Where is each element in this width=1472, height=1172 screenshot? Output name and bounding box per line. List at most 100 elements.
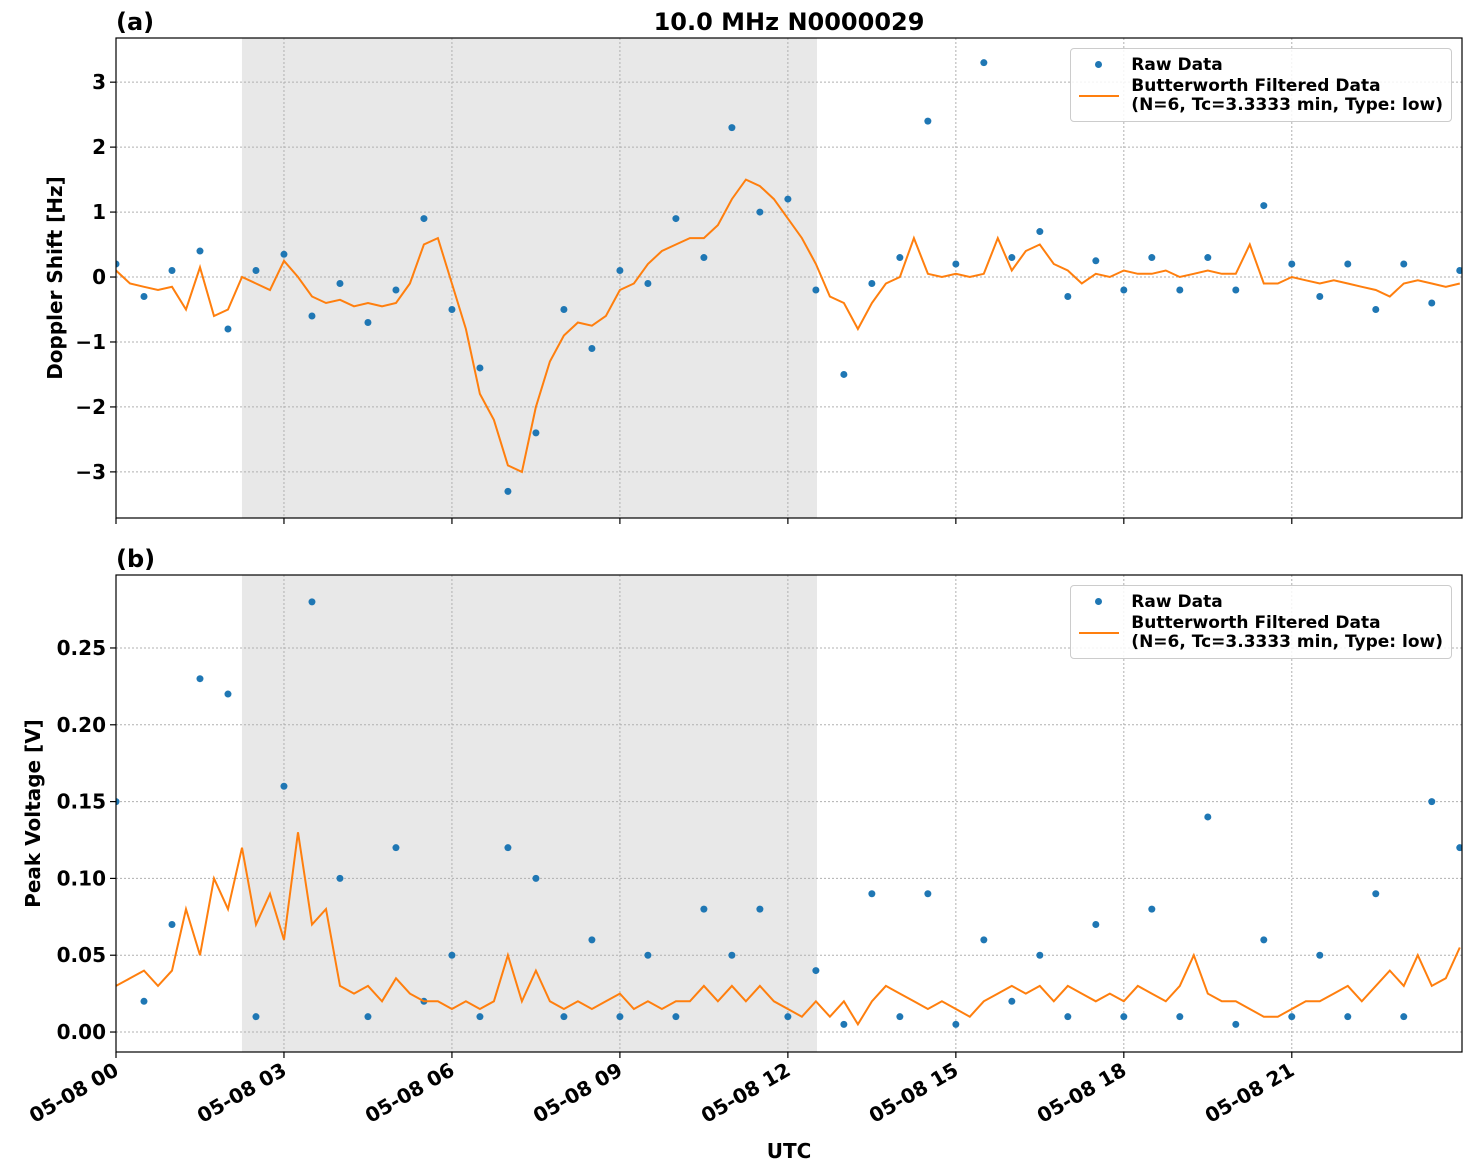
raw-point — [1288, 260, 1296, 268]
legend-entry: Raw Data — [1079, 592, 1443, 612]
raw-point — [1456, 844, 1462, 852]
raw-point — [672, 215, 680, 223]
raw-point — [616, 267, 624, 275]
x-tick-label: 05-08 00 — [25, 1058, 123, 1128]
panel-label: (b) — [116, 545, 155, 573]
raw-point — [1344, 1013, 1352, 1021]
legend: Raw Data Butterworth Filtered Data (N=6, … — [1070, 48, 1452, 122]
raw-point — [1064, 293, 1072, 301]
raw-point — [1204, 813, 1212, 821]
y-tick-label: 0.00 — [57, 1020, 106, 1044]
y-tick-label: 3 — [92, 70, 106, 94]
shaded-span — [241, 575, 817, 1052]
shaded-span — [241, 38, 817, 518]
x-tick-label: 05-08 06 — [361, 1058, 459, 1128]
raw-point — [1400, 260, 1408, 268]
raw-point — [840, 1020, 848, 1028]
raw-point — [672, 1013, 680, 1021]
y-tick-label: 0.15 — [57, 790, 106, 814]
raw-point — [364, 318, 372, 326]
raw-point — [840, 370, 848, 378]
raw-point — [168, 267, 176, 275]
raw-point — [700, 905, 708, 913]
raw-point — [532, 429, 540, 437]
legend-label: Butterworth Filtered Data (N=6, Tc=3.333… — [1131, 76, 1443, 115]
raw-point — [1428, 299, 1436, 307]
raw-point — [140, 293, 148, 301]
raw-point — [560, 306, 568, 314]
raw-point — [1036, 951, 1044, 959]
x-tick-label: 05-08 09 — [529, 1058, 627, 1128]
axes-frame — [115, 37, 1463, 519]
raw-point — [644, 951, 652, 959]
chart-title: 10.0 MHz N0000029 — [654, 8, 925, 36]
raw-point — [1148, 905, 1156, 913]
raw-point — [756, 208, 764, 216]
raw-point — [1288, 1013, 1296, 1021]
y-tick-label: 1 — [92, 200, 106, 224]
raw-point — [812, 286, 820, 294]
raw-point — [224, 690, 232, 698]
raw-point — [756, 905, 764, 913]
raw-point — [1064, 1013, 1072, 1021]
filtered-line — [116, 832, 1461, 1027]
raw-point — [700, 254, 708, 262]
raw-point — [644, 280, 652, 288]
y-axis-label: Peak Voltage [V] — [21, 719, 45, 908]
raw-point — [1372, 306, 1380, 314]
y-tick-label: 0.05 — [57, 943, 106, 967]
raw-point — [728, 124, 736, 132]
raw-point — [336, 874, 344, 882]
raw-point — [588, 936, 596, 944]
legend: Raw Data Butterworth Filtered Data (N=6, … — [1070, 585, 1452, 659]
y-tick-label: 0.25 — [57, 636, 106, 660]
raw-point — [252, 1013, 260, 1021]
raw-point — [616, 1013, 624, 1021]
raw-point — [1120, 286, 1128, 294]
raw-point — [784, 1013, 792, 1021]
raw-point — [1092, 920, 1100, 928]
raw-point — [1456, 267, 1462, 275]
raw-point — [224, 325, 232, 333]
raw-point — [476, 364, 484, 372]
raw-point — [1148, 254, 1156, 262]
raw-point — [1232, 1020, 1240, 1028]
raw-point — [868, 280, 876, 288]
y-tick-label: 0.10 — [57, 866, 106, 890]
raw-point — [308, 598, 316, 606]
legend-symbol — [1079, 623, 1120, 643]
legend-label: Raw Data — [1131, 54, 1223, 75]
raw-point — [1092, 257, 1100, 265]
raw-point — [308, 312, 316, 320]
raw-point — [924, 890, 932, 898]
raw-point — [728, 951, 736, 959]
raw-point — [1008, 997, 1016, 1005]
raw-point — [116, 798, 120, 806]
x-tick-label: 05-08 15 — [865, 1058, 963, 1128]
raw-point — [196, 675, 204, 683]
legend-entry: Butterworth Filtered Data (N=6, Tc=3.333… — [1079, 614, 1443, 652]
raw-point — [476, 1013, 484, 1021]
raw-point — [896, 254, 904, 262]
raw-point — [1204, 254, 1212, 262]
y-axis-label: Doppler Shift [Hz] — [43, 176, 67, 380]
raw-point — [1036, 228, 1044, 236]
raw-point — [532, 874, 540, 882]
raw-point — [952, 260, 960, 268]
raw-point — [140, 997, 148, 1005]
legend-symbol — [1079, 55, 1119, 75]
raw-point — [116, 260, 120, 268]
raw-point — [1372, 890, 1380, 898]
plot-area — [116, 598, 1462, 1028]
raw-point — [392, 286, 400, 294]
raw-point — [1316, 293, 1324, 301]
raw-point — [504, 844, 512, 852]
raw-point — [896, 1013, 904, 1021]
raw-point — [504, 487, 512, 495]
filtered-line — [116, 178, 1461, 474]
raw-point — [336, 280, 344, 288]
raw-point — [812, 967, 820, 975]
raw-point — [1400, 1013, 1408, 1021]
